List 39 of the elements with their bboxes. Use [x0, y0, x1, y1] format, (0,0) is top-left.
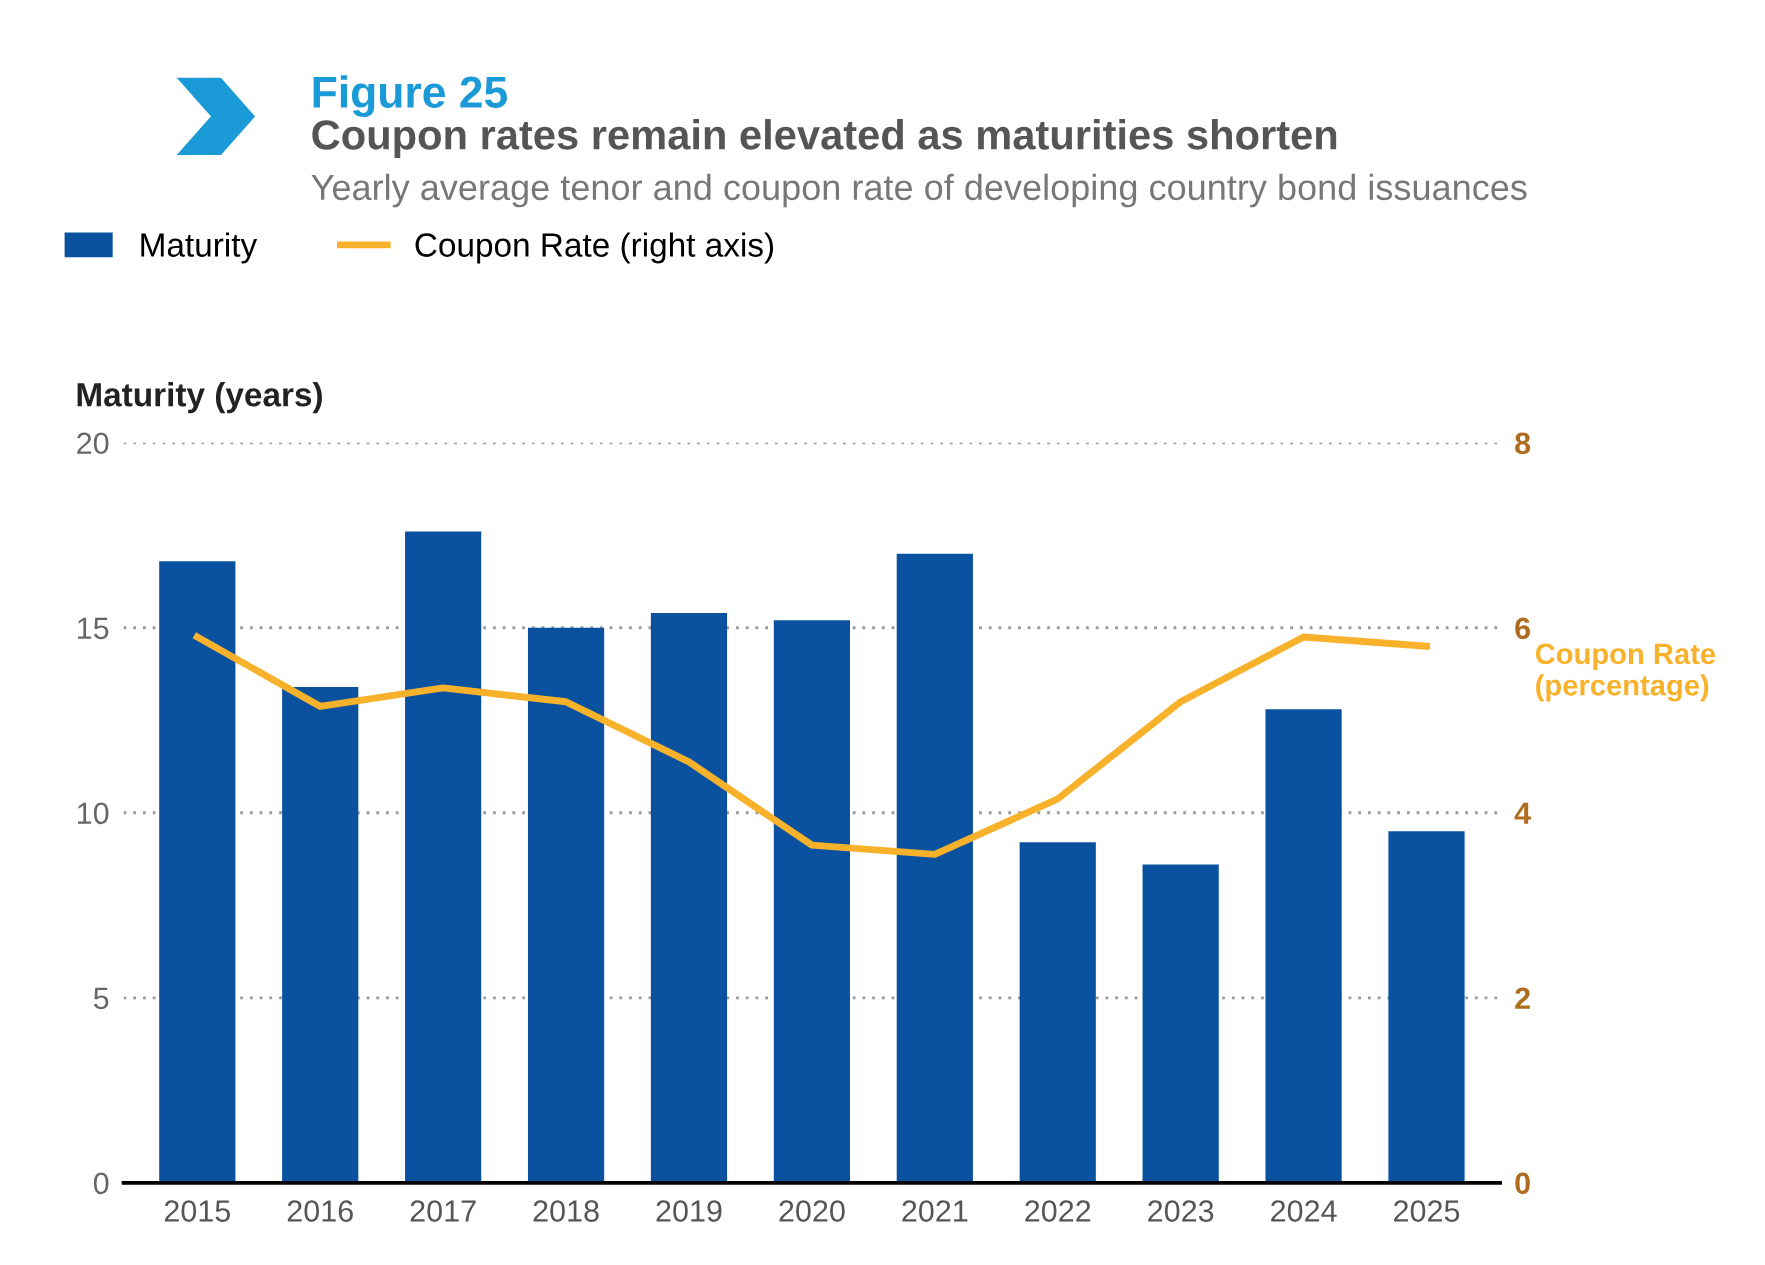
- x-tick-label: 2020: [779, 1200, 845, 1222]
- chart-title: Coupon rates remain elevated as maturities shorten: [312, 119, 1337, 158]
- bar: [405, 531, 482, 1183]
- bar: [527, 627, 605, 1183]
- x-tick-label: 2022: [1025, 1200, 1091, 1222]
- x-tick-label: 2015: [164, 1200, 231, 1222]
- x-tick-label: 2019: [656, 1200, 722, 1222]
- y2-tick-label: 0: [1515, 1172, 1530, 1195]
- x-tick-label: 2018: [533, 1200, 599, 1222]
- bar: [650, 612, 728, 1183]
- y-tick-label: 10: [78, 802, 109, 825]
- y-tick-label: 20: [77, 432, 109, 455]
- bar: [1265, 709, 1342, 1183]
- y2-axis-title: Coupon Rate (percentage): [1535, 643, 1716, 702]
- bar: [1388, 831, 1465, 1183]
- bar: [159, 561, 236, 1183]
- y2-tick-label: 2: [1515, 987, 1530, 1009]
- bar: [896, 553, 973, 1183]
- chart-subtitle: Yearly average tenor and coupon rate of developing country bond issuances: [311, 173, 1527, 208]
- legend-label: Coupon Rate (right axis): [415, 232, 774, 264]
- x-tick-label: 2016: [287, 1200, 353, 1222]
- y-tick-label: 15: [78, 617, 109, 640]
- legend-label: Maturity: [141, 232, 258, 264]
- bar: [282, 686, 359, 1183]
- bar: [773, 620, 851, 1183]
- bar: [1142, 864, 1219, 1183]
- x-tick-label: 2017: [410, 1200, 476, 1222]
- y-axis-title: Maturity (years): [77, 382, 322, 414]
- x-tick-label: 2021: [902, 1200, 968, 1222]
- y-tick-label: 5: [93, 987, 109, 1010]
- x-tick-label: 2024: [1271, 1200, 1337, 1222]
- y-tick-label: 0: [93, 1172, 109, 1195]
- bar: [1019, 842, 1096, 1183]
- x-tick-label: 2025: [1394, 1200, 1460, 1222]
- x-tick-label: 2023: [1148, 1200, 1214, 1222]
- y2-tick-label: 4: [1514, 802, 1531, 824]
- y2-tick-label: 6: [1515, 617, 1531, 640]
- y2-tick-label: 8: [1515, 432, 1531, 455]
- caption: Figure 25: [313, 75, 507, 117]
